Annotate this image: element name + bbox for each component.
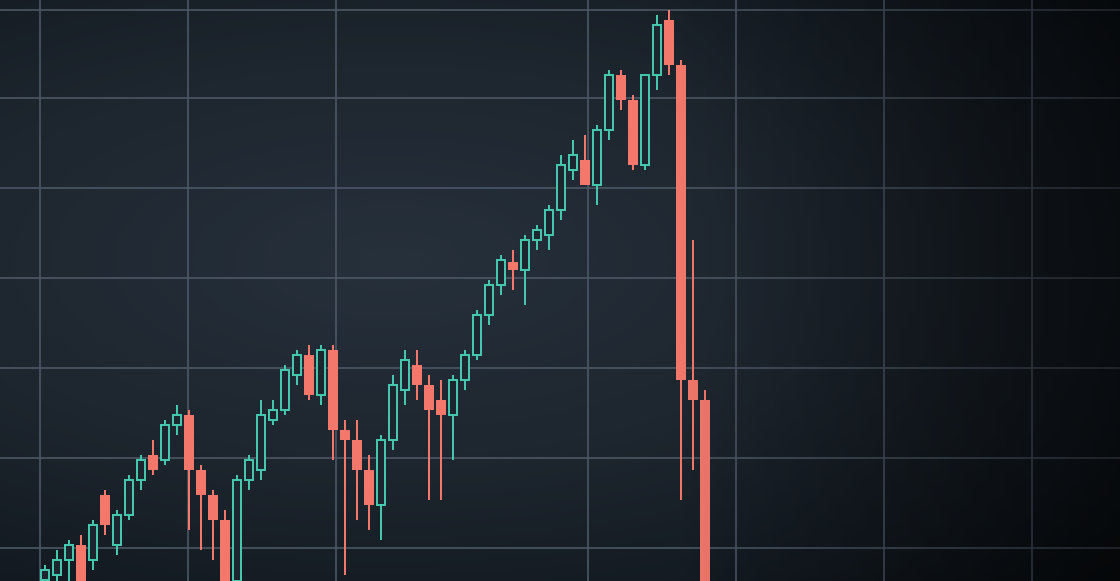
chart-canvas [0, 0, 1120, 581]
vignette-overlay [0, 0, 1120, 581]
candlestick-chart [0, 0, 1120, 581]
